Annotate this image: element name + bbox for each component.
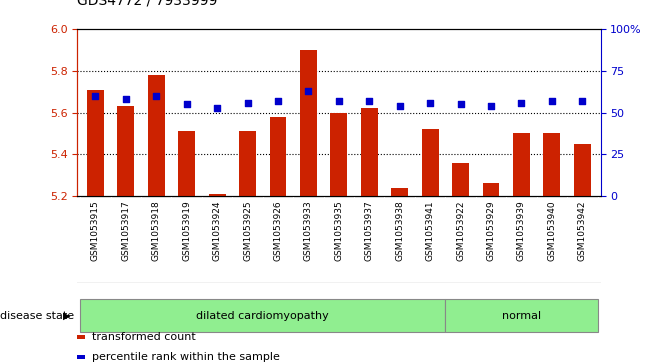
Text: GSM1053937: GSM1053937: [365, 200, 374, 261]
Text: GSM1053929: GSM1053929: [486, 200, 495, 261]
Text: disease state: disease state: [0, 311, 74, 321]
Bar: [331, 113, 347, 196]
Text: GSM1053925: GSM1053925: [243, 200, 252, 261]
Point: [333, 98, 344, 104]
Bar: [574, 144, 590, 196]
Bar: [446, 299, 597, 332]
Bar: [361, 108, 378, 196]
Bar: [422, 129, 439, 196]
Bar: [544, 133, 560, 196]
Point: [395, 103, 405, 109]
Point: [516, 99, 527, 105]
Text: GSM1053940: GSM1053940: [548, 200, 556, 261]
Bar: [178, 131, 195, 196]
Text: GSM1053919: GSM1053919: [183, 200, 191, 261]
Text: GSM1053915: GSM1053915: [91, 200, 100, 261]
Bar: [452, 163, 469, 196]
Point: [425, 99, 435, 105]
Bar: [270, 117, 287, 196]
Point: [212, 105, 223, 110]
Point: [242, 99, 253, 105]
Bar: [513, 133, 530, 196]
Text: GSM1053939: GSM1053939: [517, 200, 526, 261]
Text: GSM1053938: GSM1053938: [395, 200, 404, 261]
Text: transformed count: transformed count: [92, 332, 196, 342]
Bar: [239, 131, 256, 196]
Text: percentile rank within the sample: percentile rank within the sample: [92, 352, 280, 362]
Bar: [391, 188, 408, 196]
Bar: [482, 184, 499, 196]
Bar: [300, 50, 317, 196]
Point: [151, 93, 162, 99]
Bar: [148, 75, 164, 196]
Point: [577, 98, 588, 104]
Point: [546, 98, 557, 104]
Bar: [117, 106, 134, 196]
Text: ▶: ▶: [63, 311, 70, 321]
Text: GSM1053941: GSM1053941: [425, 200, 435, 261]
Point: [181, 101, 192, 107]
Point: [121, 96, 132, 102]
Point: [303, 88, 314, 94]
Text: normal: normal: [502, 311, 541, 321]
Text: GSM1053933: GSM1053933: [304, 200, 313, 261]
Bar: [87, 90, 104, 196]
Point: [90, 93, 101, 99]
Point: [364, 98, 374, 104]
Bar: [209, 194, 225, 196]
Text: GSM1053935: GSM1053935: [334, 200, 344, 261]
Text: GSM1053922: GSM1053922: [456, 200, 465, 261]
Text: GSM1053924: GSM1053924: [213, 200, 221, 261]
Text: GSM1053917: GSM1053917: [121, 200, 130, 261]
Point: [455, 101, 466, 107]
Point: [272, 98, 283, 104]
Text: dilated cardiomyopathy: dilated cardiomyopathy: [197, 311, 329, 321]
Text: GSM1053926: GSM1053926: [274, 200, 282, 261]
Bar: [81, 299, 446, 332]
Text: GDS4772 / 7933999: GDS4772 / 7933999: [77, 0, 217, 7]
Point: [486, 103, 497, 109]
Text: GSM1053918: GSM1053918: [152, 200, 161, 261]
Text: GSM1053942: GSM1053942: [578, 200, 586, 261]
